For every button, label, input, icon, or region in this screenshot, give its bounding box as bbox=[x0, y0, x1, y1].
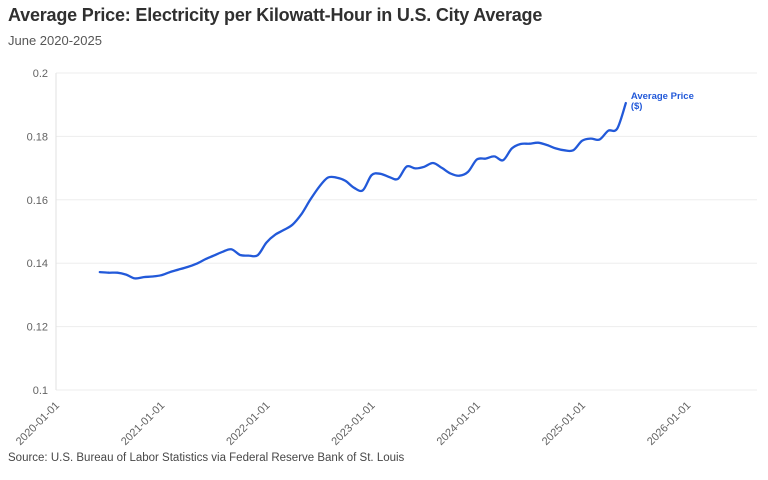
y-tick-label: 0.16 bbox=[27, 195, 48, 207]
chart-title: Average Price: Electricity per Kilowatt-… bbox=[8, 5, 543, 25]
y-tick-label: 0.18 bbox=[27, 131, 48, 143]
x-tick-label: 2026-01-01 bbox=[645, 400, 693, 448]
x-tick-label: 2020-01-01 bbox=[14, 400, 62, 448]
price-line bbox=[98, 101, 627, 280]
x-tick-label: 2023-01-01 bbox=[329, 400, 377, 448]
legend-label: Average Price bbox=[631, 91, 694, 102]
source-attribution: Source: U.S. Bureau of Labor Statistics … bbox=[8, 452, 405, 464]
x-tick-label: 2025-01-01 bbox=[540, 400, 588, 448]
y-tick-label: 0.14 bbox=[27, 258, 48, 270]
x-tick-label: 2024-01-01 bbox=[435, 400, 483, 448]
x-tick-label: 2021-01-01 bbox=[119, 400, 167, 448]
y-tick-label: 0.12 bbox=[27, 322, 48, 334]
y-tick-label: 0.2 bbox=[33, 68, 48, 80]
line-chart: 0.2 0.18 0.16 0.14 0.12 0.1 2020-01-01 2021-01-… bbox=[14, 68, 757, 448]
y-tick-label: 0.1 bbox=[33, 385, 48, 397]
chart-subtitle: June 2020-2025 bbox=[8, 33, 102, 48]
x-tick-label: 2022-01-01 bbox=[224, 400, 272, 448]
legend-label: ($) bbox=[631, 101, 643, 112]
